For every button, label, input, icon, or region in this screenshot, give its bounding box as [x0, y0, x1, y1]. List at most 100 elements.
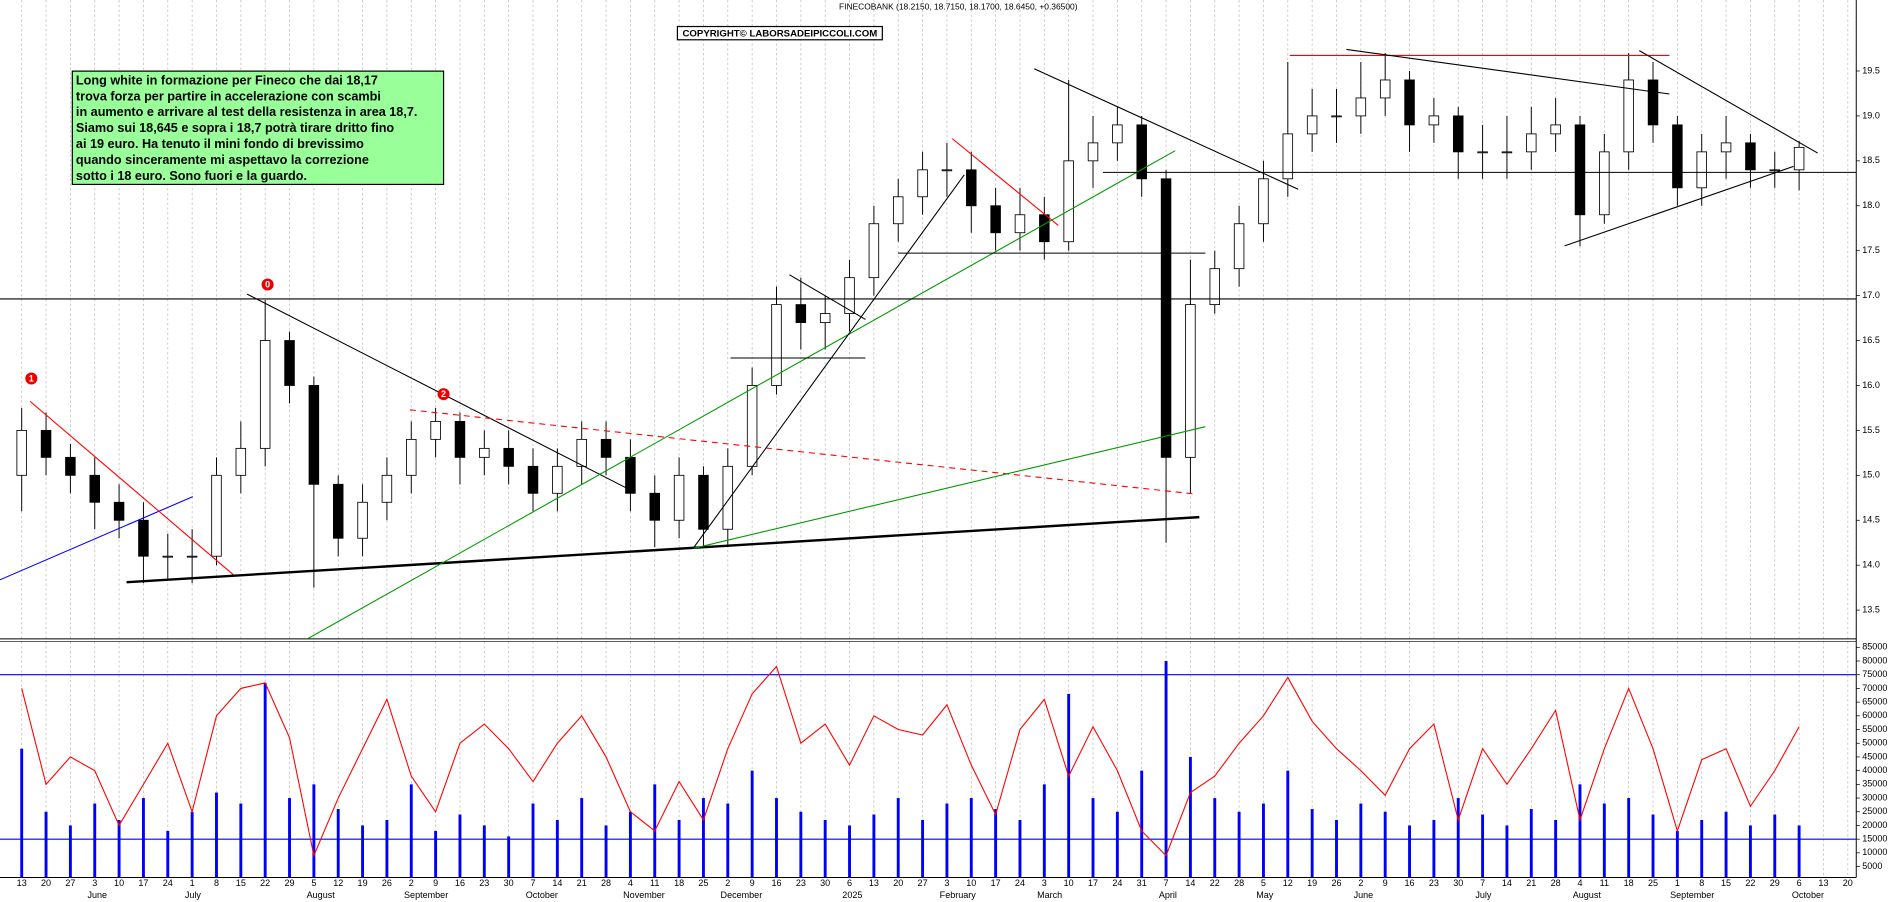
x-tick-label: 15 — [1721, 878, 1731, 888]
candle-body — [746, 385, 758, 467]
candle-body — [527, 465, 539, 494]
volume-bar — [555, 819, 559, 878]
y-tick-label: 14.0 — [1862, 560, 1880, 570]
month-label: September — [1670, 890, 1714, 900]
x-tick-label: 10 — [114, 878, 124, 888]
volume-bar — [775, 798, 778, 878]
volume-bar — [1554, 819, 1558, 878]
month-label: May — [1256, 890, 1274, 900]
marker — [25, 372, 38, 385]
x-tick-label: 13 — [869, 878, 879, 888]
y-tick-label: 15.5 — [1862, 425, 1880, 435]
x-tick-label: 1 — [1675, 878, 1680, 888]
x-tick-label: 14 — [1185, 878, 1195, 888]
x-tick-label: 13 — [17, 878, 27, 888]
x-tick-label: 19 — [1307, 878, 1317, 888]
candle-body — [1769, 169, 1781, 172]
y-tick-label: 10000 — [1862, 847, 1887, 857]
note-line: trova forza per partire in accelerazione… — [76, 89, 381, 103]
x-tick-label: 4 — [628, 878, 633, 888]
candle-body — [332, 483, 344, 539]
x-tick-label: 24 — [163, 878, 173, 888]
marker-label: 2 — [441, 389, 446, 399]
x-tick-label: 2 — [725, 878, 730, 888]
x-tick-label: 14 — [1502, 878, 1512, 888]
candle-body — [186, 555, 198, 558]
volume-bar — [434, 830, 438, 878]
candle-body — [211, 474, 222, 557]
candle-body — [1379, 79, 1391, 99]
trendline — [0, 496, 194, 581]
note-line: in aumento e arrivare al test della resi… — [76, 105, 417, 119]
candle-body — [284, 340, 295, 386]
candle-body — [1355, 97, 1367, 117]
y-tick-label: 18.5 — [1862, 155, 1880, 165]
x-tick-label: 13 — [1818, 878, 1828, 888]
month-label: December — [721, 890, 763, 900]
y-tick-label: 16.5 — [1862, 335, 1880, 345]
volume-bar — [823, 819, 827, 878]
candle-body — [722, 465, 734, 530]
month-label: August — [1573, 890, 1602, 900]
candle-body — [430, 420, 441, 440]
x-tick-label: 14 — [552, 878, 562, 888]
x-tick-label: 29 — [285, 878, 295, 888]
trendline — [307, 150, 1176, 640]
volume-bar — [994, 809, 998, 878]
y-tick-label: 16.0 — [1862, 380, 1880, 390]
x-tick-label: 25 — [698, 878, 708, 888]
volume-bar — [896, 798, 900, 878]
candle-body — [1623, 79, 1634, 153]
y-tick-label: 55000 — [1862, 724, 1887, 734]
x-tick-label: 9 — [750, 878, 755, 888]
x-tick-label: 30 — [1453, 878, 1463, 888]
y-tick-label: 70000 — [1862, 683, 1887, 693]
y-tick-label: 50000 — [1862, 738, 1887, 748]
x-tick-label: 28 — [601, 878, 611, 888]
trendline — [29, 400, 236, 577]
trendline — [1564, 165, 1794, 247]
x-tick-label: 20 — [1843, 878, 1853, 888]
candle-body — [771, 304, 782, 386]
volume-bar — [263, 682, 267, 878]
volume-bar — [1310, 809, 1314, 878]
x-tick-label: 21 — [1526, 878, 1536, 888]
candle-body — [1599, 151, 1610, 216]
candle-body — [1185, 304, 1196, 458]
candle-body — [1745, 142, 1756, 171]
volume-bar — [1164, 661, 1168, 878]
y-tick-label: 5000 — [1862, 861, 1882, 871]
candle-body — [966, 169, 977, 207]
x-tick-label: 18 — [674, 878, 684, 888]
month-label: June — [1354, 890, 1374, 900]
volume-bar — [117, 819, 121, 878]
trendline — [692, 426, 1206, 549]
trendline — [246, 293, 628, 489]
volume-bar — [1115, 811, 1119, 878]
volume-bar — [1700, 819, 1704, 878]
volume-bar — [1067, 693, 1071, 878]
candle-body — [819, 313, 831, 323]
volume-bar — [239, 803, 243, 878]
x-tick-label: 22 — [1745, 878, 1755, 888]
copyright: COPYRIGHT© LABORSADEIPICCOLI.COM — [682, 28, 877, 39]
candle-body — [1209, 268, 1221, 306]
candle-body — [1477, 151, 1488, 154]
note-line: ai 19 euro. Ha tenuto il mini fondo di b… — [76, 137, 364, 151]
candle-body — [1452, 115, 1464, 153]
candle-body — [381, 474, 393, 503]
candle-body — [406, 438, 417, 476]
x-tick-label: 9 — [433, 878, 438, 888]
candle-body — [576, 438, 587, 467]
candle-body — [1501, 151, 1513, 154]
candle-body — [1160, 178, 1172, 458]
x-tick-label: 3 — [944, 878, 949, 888]
x-tick-label: 16 — [1405, 878, 1415, 888]
volume-bar — [1602, 803, 1606, 878]
x-tick-label: 2 — [409, 878, 414, 888]
x-tick-label: 17 — [991, 878, 1001, 888]
month-label: June — [88, 890, 108, 900]
month-label: August — [307, 890, 336, 900]
volume-bar — [215, 792, 218, 878]
